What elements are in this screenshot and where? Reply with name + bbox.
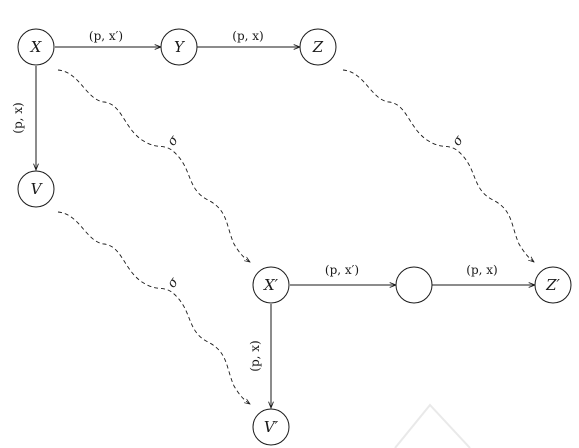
node-label-v: V	[31, 180, 44, 198]
node-label-y: Y	[174, 38, 186, 56]
node-x-prime: X′	[252, 266, 290, 304]
node-x: X	[17, 28, 55, 66]
node-label-z-prime: Z′	[545, 276, 560, 294]
node-y: Y	[160, 28, 198, 66]
node-blank	[395, 266, 433, 304]
squiggle-z-to-zp	[342, 69, 534, 262]
squiggle-v-to-vp	[57, 211, 250, 404]
node-label-z: Z	[312, 38, 324, 56]
node-label-x: X	[30, 38, 43, 56]
sigma-label-z-to-zp: σ	[449, 132, 467, 149]
node-z: Z	[299, 28, 337, 66]
edge-label-blank-to-zp: (p, x)	[466, 263, 497, 277]
sigma-label-v-to-vp: σ	[164, 274, 182, 291]
node-v: V	[17, 170, 55, 208]
edge-label-x-to-v: (p, x)	[11, 102, 25, 133]
edge-label-xp-to-vp: (p, x)	[248, 340, 262, 371]
node-label-x-prime: X′	[263, 276, 279, 294]
edge-label-xp-to-blank: (p, x′)	[325, 263, 359, 277]
edge-label-x-to-y: (p, x′)	[89, 29, 123, 43]
squiggle-x-to-xp	[57, 69, 250, 262]
node-label-v-prime: V′	[264, 418, 279, 436]
node-z-prime: Z′	[534, 266, 572, 304]
watermark	[394, 403, 471, 448]
sigma-label-x-to-xp: σ	[164, 132, 182, 149]
edge-label-y-to-z: (p, x)	[232, 29, 263, 43]
node-v-prime: V′	[252, 408, 290, 446]
